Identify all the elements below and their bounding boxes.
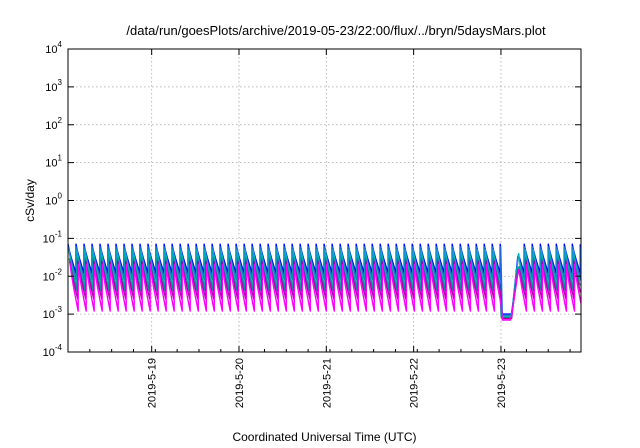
- series-line: [69, 260, 582, 320]
- x-tick-label: 2019-5-23: [496, 358, 508, 408]
- x-axis: 2019-5-19 2019-5-20 2019-5-21 2019-5-22 2019…: [67, 49, 571, 408]
- y-tick-label: 103: [45, 78, 62, 94]
- series-line: [69, 264, 582, 321]
- x-tick-label: 2019-5-22: [409, 358, 421, 408]
- x-axis-label: Coordinated Universal Time (UTC): [232, 430, 416, 444]
- chart-title: /data/run/goesPlots/archive/2019-05-23/2…: [126, 23, 546, 38]
- x-tick-label: 2019-5-21: [321, 358, 333, 408]
- x-tick-label: 2019-5-19: [147, 358, 159, 408]
- y-tick-label: 102: [45, 116, 62, 132]
- y-tick-label: 100: [45, 192, 62, 208]
- y-tick-label: 104: [45, 40, 62, 56]
- y-tick-label: 10-4: [43, 343, 63, 359]
- y-tick-label: 10-1: [43, 229, 63, 245]
- series-layer: [67, 243, 582, 321]
- y-axis-label: cSv/day: [23, 179, 37, 222]
- series-line: [68, 257, 581, 319]
- grid-lines: [68, 49, 581, 352]
- y-tick-label: 101: [45, 154, 62, 170]
- series-line: [68, 249, 581, 317]
- y-tick-label: 10-3: [43, 305, 63, 321]
- y-tick-label: 10-2: [43, 267, 63, 283]
- x-tick-label: 2019-5-20: [234, 358, 246, 408]
- y-axis: 10-4 10-3 10-2 10-1 100 101 102 103 104: [43, 40, 581, 359]
